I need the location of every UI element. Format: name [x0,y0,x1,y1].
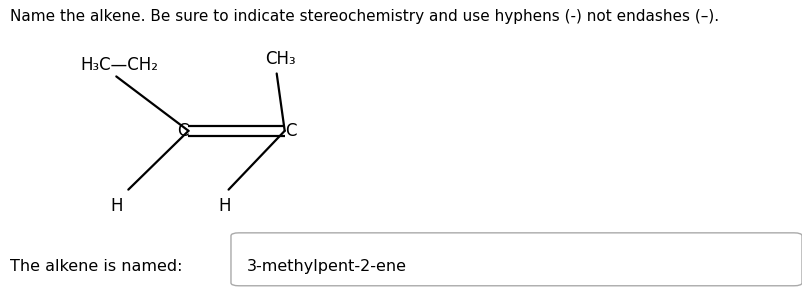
Text: H₃C—CH₂: H₃C—CH₂ [80,56,158,74]
Text: H: H [110,197,123,215]
Text: CH₃: CH₃ [265,50,295,68]
Text: 3-methylpent-2-ene: 3-methylpent-2-ene [247,258,407,274]
Text: Name the alkene. Be sure to indicate stereochemistry and use hyphens (-) not end: Name the alkene. Be sure to indicate ste… [10,9,719,24]
Text: The alkene is named:: The alkene is named: [10,258,182,274]
Text: H: H [218,197,231,215]
FancyBboxPatch shape [231,233,802,286]
Text: C: C [177,122,188,140]
Text: C: C [285,122,296,140]
